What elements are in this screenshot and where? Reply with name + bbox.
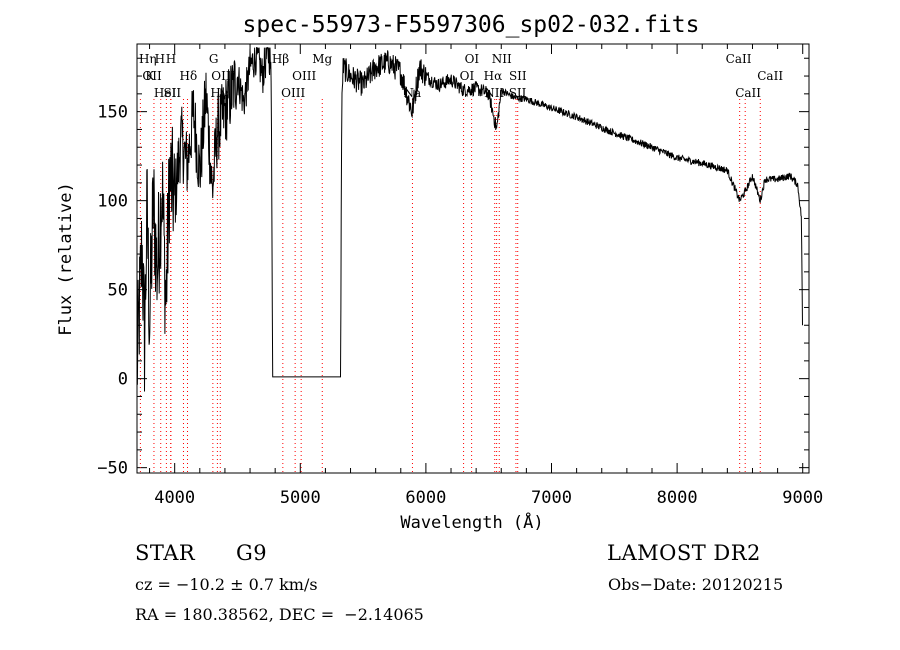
spectral-line-label: OI xyxy=(465,52,480,66)
chart-title: spec-55973-F5597306_sp02-032.fits xyxy=(243,12,700,38)
spectral-line-label: OIII xyxy=(292,69,316,83)
x-axis-label: Wavelength (Å) xyxy=(400,511,543,533)
y-tick-label: 150 xyxy=(97,103,128,123)
x-tick-label: 5000 xyxy=(280,488,321,508)
y-axis-ticks: −50 0 50 100 150 xyxy=(97,103,809,479)
spectral-line-label: Hδ xyxy=(179,69,197,83)
minor-ticks xyxy=(137,44,809,473)
obs-date-text: Obs−Date: 20120215 xyxy=(608,575,783,594)
coordinates-text: RA = 180.38562, DEC = −2.14065 xyxy=(135,605,424,624)
spectral-line-label: CaII xyxy=(735,86,761,100)
spectral-line-label: SII xyxy=(163,86,181,100)
spectral-line-label: K xyxy=(145,69,155,83)
y-tick-label: −50 xyxy=(97,459,128,479)
survey-label: LAMOST DR2 xyxy=(607,541,761,565)
object-class: STAR xyxy=(135,541,195,565)
spectral-line-label: Hα xyxy=(484,69,503,83)
spectral-line-label: Mg xyxy=(312,52,332,66)
y-tick-label: 0 xyxy=(118,370,128,390)
x-tick-label: 9000 xyxy=(782,488,823,508)
spectral-line-label: NII xyxy=(492,52,512,66)
spectral-line-label: CaII xyxy=(757,69,783,83)
y-axis-label: Flux (relative) xyxy=(56,182,76,336)
spectral-line-label: H xyxy=(155,52,165,66)
x-tick-label: 7000 xyxy=(531,488,572,508)
redshift-text: cz = −10.2 ± 0.7 km/s xyxy=(135,575,318,594)
y-tick-label: 50 xyxy=(108,281,128,301)
y-tick-label: 100 xyxy=(97,192,128,212)
spectral-line-label: CaII xyxy=(726,52,752,66)
spectral-line-label: OIII xyxy=(281,86,305,100)
spectral-line-label: Hβ xyxy=(272,52,289,66)
spectral-line-label: SII xyxy=(509,69,527,83)
x-axis-ticks: 4000 5000 6000 7000 8000 9000 xyxy=(154,44,823,508)
spectrum-series-line xyxy=(137,48,803,392)
plot-frame xyxy=(137,44,809,473)
x-tick-label: 8000 xyxy=(657,488,698,508)
spectral-line-label: H xyxy=(166,52,176,66)
spectral-line-label: OI xyxy=(460,69,475,83)
x-tick-label: 6000 xyxy=(405,488,446,508)
x-tick-label: 4000 xyxy=(154,488,195,508)
object-subclass: G9 xyxy=(236,541,267,565)
spectral-line-label: G xyxy=(209,52,219,66)
